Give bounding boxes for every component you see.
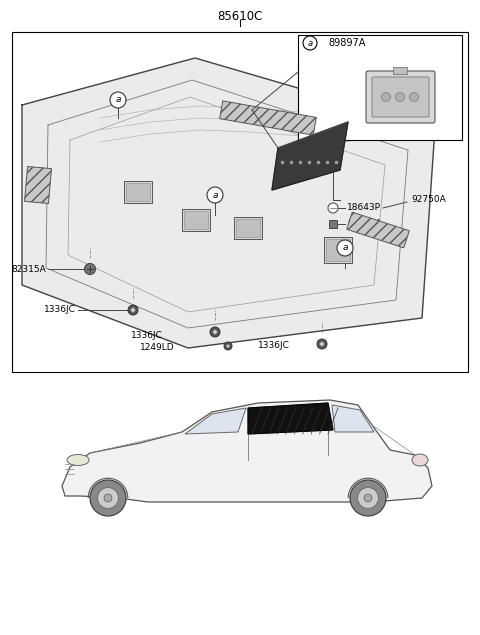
- Circle shape: [409, 93, 419, 102]
- Circle shape: [207, 187, 223, 203]
- Text: 92750A: 92750A: [411, 196, 446, 204]
- Polygon shape: [332, 405, 374, 432]
- Circle shape: [131, 308, 135, 312]
- Bar: [24, 166, 51, 203]
- FancyBboxPatch shape: [366, 71, 435, 123]
- Polygon shape: [22, 58, 435, 348]
- Text: 85610C: 85610C: [217, 10, 263, 22]
- Text: 92340A: 92340A: [347, 220, 382, 229]
- Circle shape: [104, 494, 112, 502]
- Circle shape: [364, 494, 372, 502]
- Circle shape: [224, 342, 232, 350]
- Ellipse shape: [67, 455, 89, 465]
- Circle shape: [382, 93, 391, 102]
- Bar: [234, 217, 262, 239]
- Bar: [236, 219, 260, 237]
- Text: 82315A: 82315A: [11, 265, 46, 274]
- Polygon shape: [248, 403, 333, 434]
- Text: 89897A: 89897A: [328, 38, 365, 48]
- Bar: [393, 67, 407, 74]
- Circle shape: [328, 203, 338, 213]
- Circle shape: [358, 488, 378, 509]
- Polygon shape: [272, 122, 348, 190]
- Text: 1336JC: 1336JC: [258, 342, 290, 351]
- Text: a: a: [212, 190, 218, 199]
- Text: 1249LD: 1249LD: [140, 344, 175, 352]
- Bar: [124, 181, 152, 203]
- Circle shape: [350, 480, 386, 516]
- Text: 1336JC: 1336JC: [131, 331, 163, 340]
- Bar: [182, 209, 210, 231]
- Circle shape: [128, 305, 138, 315]
- Bar: [184, 211, 208, 229]
- Bar: [347, 212, 409, 248]
- Circle shape: [226, 344, 230, 348]
- Circle shape: [396, 93, 405, 102]
- Bar: [220, 101, 316, 135]
- Bar: [329, 220, 337, 228]
- FancyBboxPatch shape: [372, 77, 429, 117]
- Bar: [126, 183, 150, 201]
- Circle shape: [90, 480, 126, 516]
- Circle shape: [110, 92, 126, 108]
- Text: a: a: [115, 95, 121, 105]
- Circle shape: [97, 488, 119, 509]
- Ellipse shape: [412, 454, 428, 466]
- Bar: [298, 35, 462, 140]
- Text: 1336JC: 1336JC: [44, 305, 76, 314]
- Circle shape: [337, 240, 353, 256]
- Text: a: a: [307, 39, 312, 48]
- Bar: [324, 237, 352, 263]
- Bar: [326, 239, 350, 261]
- Circle shape: [84, 264, 96, 274]
- Polygon shape: [62, 400, 432, 502]
- Text: 18643P: 18643P: [347, 203, 381, 213]
- Circle shape: [303, 36, 317, 50]
- Circle shape: [210, 327, 220, 337]
- Text: a: a: [342, 243, 348, 253]
- Circle shape: [213, 330, 217, 334]
- Circle shape: [317, 339, 327, 349]
- Circle shape: [320, 342, 324, 346]
- Bar: [12, 32, 468, 372]
- Polygon shape: [185, 408, 246, 434]
- Polygon shape: [248, 403, 333, 434]
